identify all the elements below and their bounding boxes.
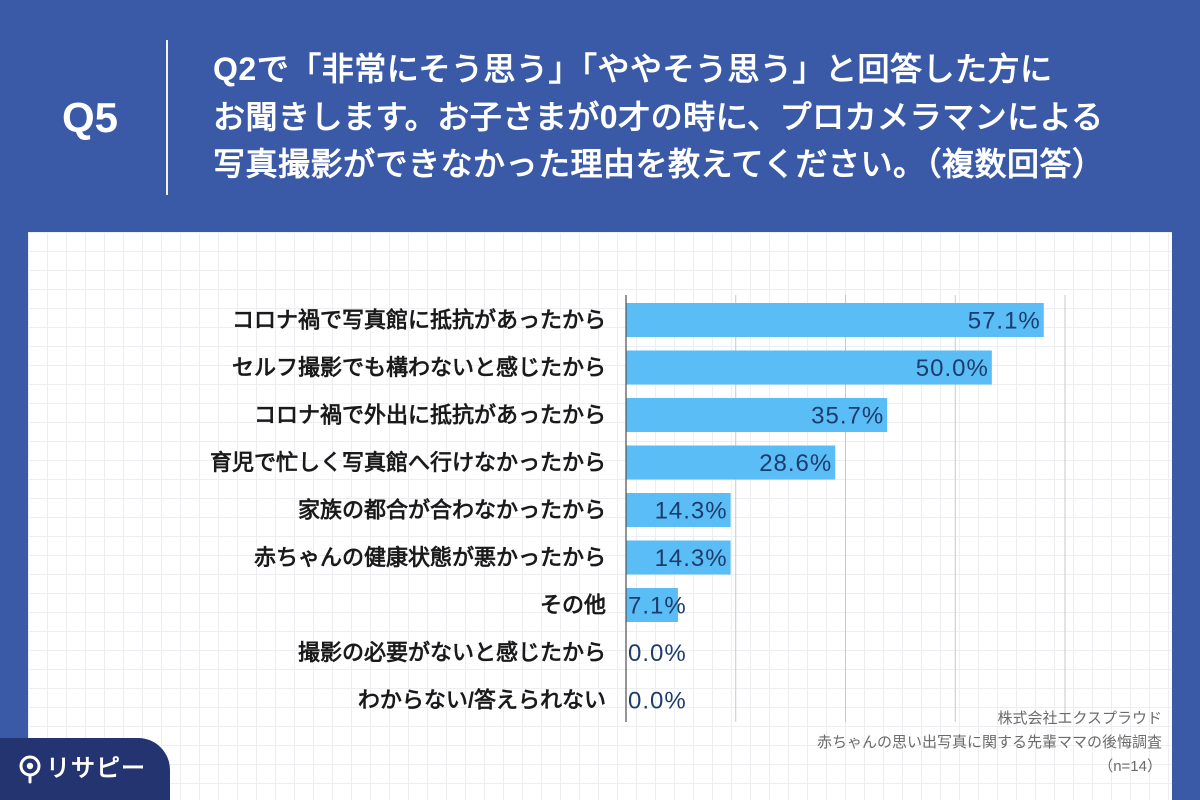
category-label: その他 [540, 593, 606, 618]
chart-panel: コロナ禍で写真館に抵抗があったから 57.1% セルフ撮影でも構わないと感じたから 5… [28, 232, 1172, 800]
category-label: わからない/答えられない [358, 688, 606, 713]
value-label: 57.1% [968, 308, 1041, 335]
value-label: 14.3% [655, 498, 728, 525]
bar [626, 303, 1044, 337]
bar [626, 588, 678, 622]
map-pin-icon [18, 754, 42, 784]
value-label: 14.3% [655, 545, 728, 572]
value-label: 35.7% [811, 403, 884, 430]
question-text: Q2で「非常にそう思う」「ややそう思う」と回答した方に お聞きします。お子さまが… [213, 46, 1104, 189]
value-label: 0.0% [628, 688, 687, 715]
question-line-2: お聞きします。お子さまが0才の時に、プロカメラマンによる [213, 98, 1104, 135]
bar-chart: コロナ禍で写真館に抵抗があったから 57.1% セルフ撮影でも構わないと感じたから 5… [210, 295, 1066, 722]
value-label: 50.0% [916, 355, 989, 382]
bar [626, 540, 731, 575]
category-label: セルフ撮影でも構わないと感じたから [232, 355, 606, 380]
value-label: 28.6% [759, 450, 832, 477]
bar [626, 493, 731, 527]
category-label: コロナ禍で写真館に抵抗があったから [232, 308, 606, 333]
survey-title: 赤ちゃんの思い出写真に関する先輩ママの後悔調査 [816, 734, 1162, 751]
question-line-3: 写真撮影ができなかった理由を教えてください。（複数回答） [213, 146, 1105, 182]
bar [626, 445, 836, 480]
category-label: 家族の都合が合わなかったから [298, 498, 606, 523]
bar [626, 398, 888, 432]
question-line-1: Q2で「非常にそう思う」「ややそう思う」と回答した方に [213, 51, 1053, 87]
category-label: 撮影の必要がないと感じたから [298, 640, 606, 665]
category-label: コロナ禍で外出に抵抗があったから [254, 403, 606, 428]
company-name: 株式会社エクスプラウド [997, 710, 1162, 727]
value-label: 7.1% [628, 593, 687, 620]
sample-size: （n=14） [1098, 758, 1162, 775]
category-label: 育児で忙しく写真館へ行けなかったから [210, 450, 606, 475]
logo-text: リサピー [46, 755, 146, 782]
source-footer: 株式会社エクスプラウド 赤ちゃんの思い出写真に関する先輩ママの後悔調査 （n=1… [817, 707, 1162, 779]
question-number: Q5 [62, 94, 119, 141]
header-divider [166, 40, 168, 195]
risapi-logo: リサピー [0, 738, 170, 800]
bar [626, 350, 992, 385]
value-label: 0.0% [628, 640, 687, 667]
category-label: 赤ちゃんの健康状態が悪かったから [254, 545, 606, 570]
